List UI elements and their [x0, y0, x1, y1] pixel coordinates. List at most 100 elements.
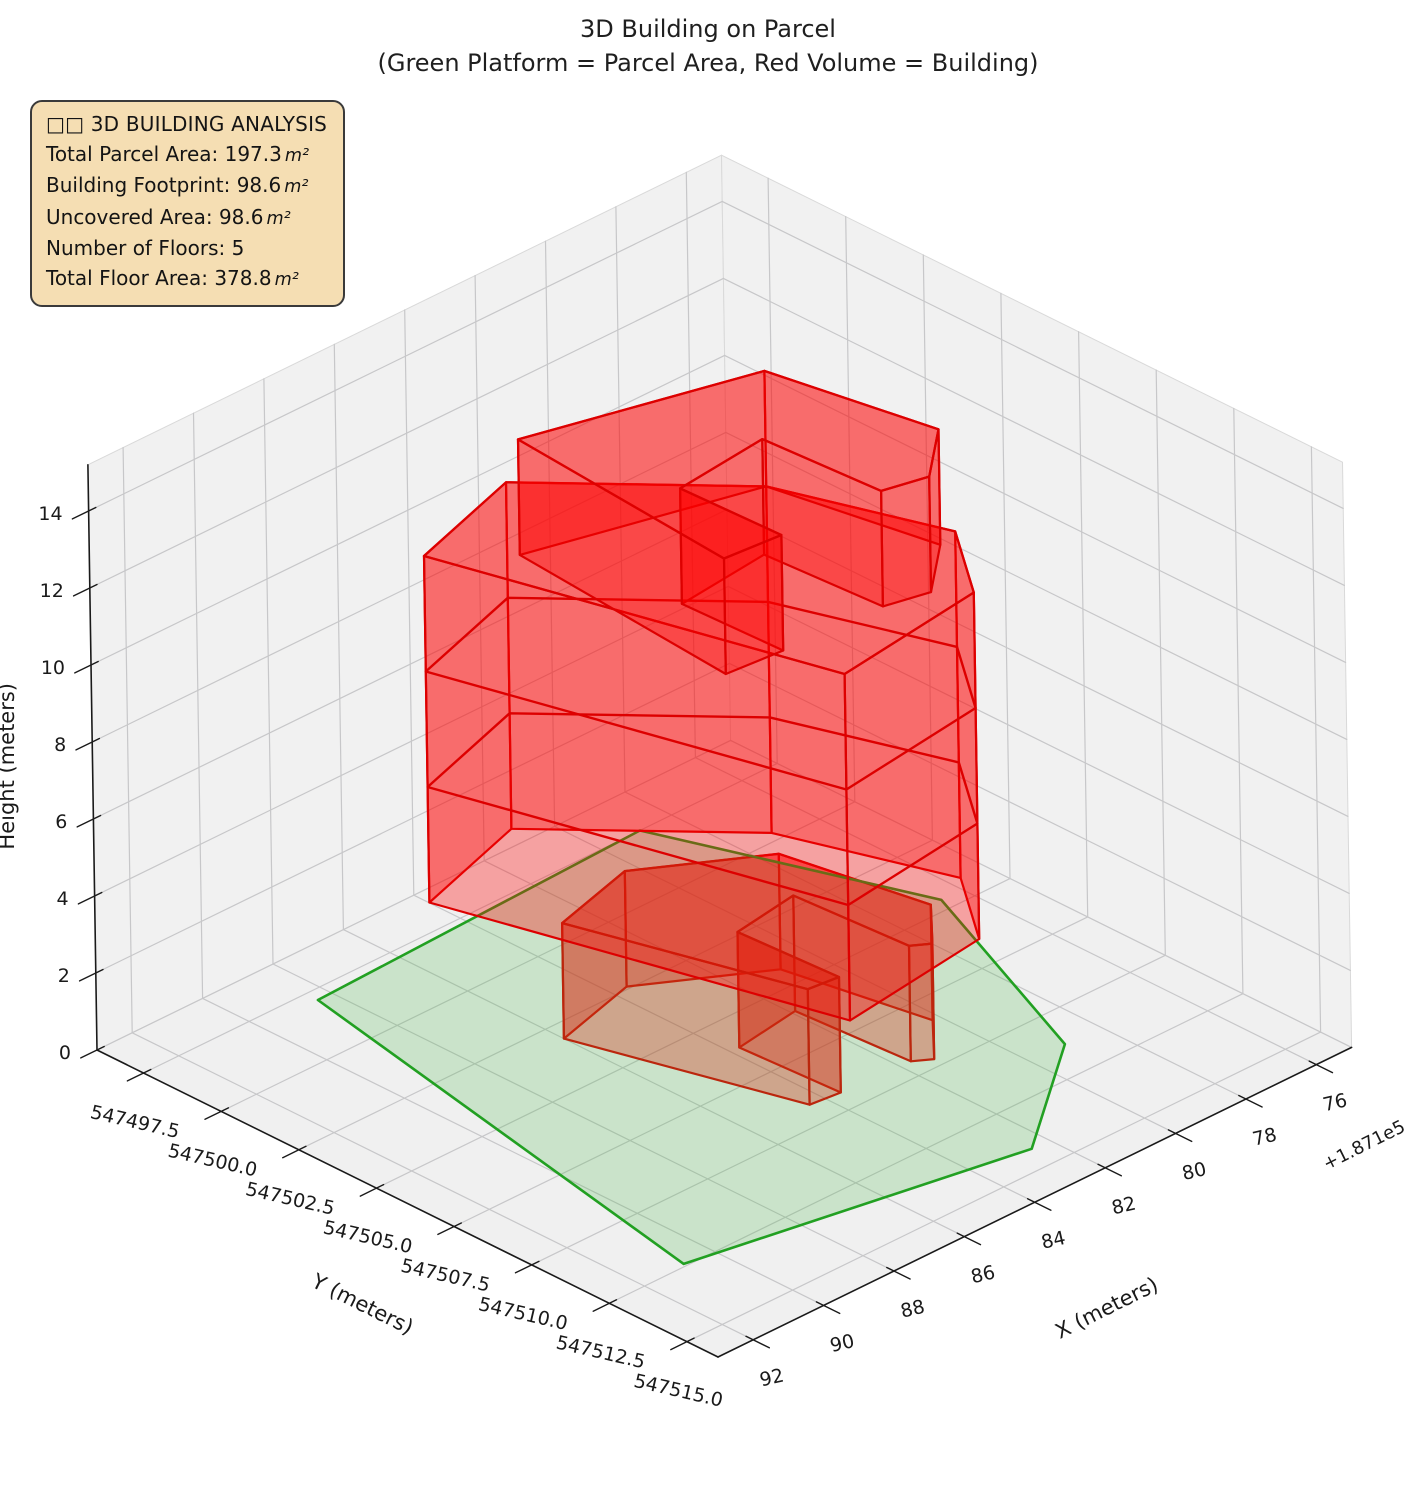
info-row-value: 98.6	[218, 204, 264, 229]
info-row-unit: m²	[274, 269, 299, 290]
x-tick-label: 76	[1321, 1089, 1350, 1116]
grid-line-y-wall	[1077, 331, 1089, 918]
y-tick-label: 547502.5	[244, 1178, 337, 1220]
info-row-label: Total Parcel Area:	[46, 141, 225, 166]
grid-line-z-left	[87, 200, 723, 512]
grid-line-x-floor	[413, 894, 1036, 1203]
floors-2-4-main-floor-line	[426, 712, 979, 907]
floors-2-4-main-floor-line	[424, 596, 977, 791]
grid-line-x-wall	[122, 447, 133, 1034]
grid-line-y-wall	[1233, 407, 1244, 995]
info-row: Total Parcel Area: 197.3 m²	[46, 140, 327, 172]
y-axis-label: Y (meters)	[307, 1269, 417, 1340]
building-analysis-info-box: □□ 3D BUILDING ANALYSIS Total Parcel Are…	[30, 100, 346, 307]
z-tick-mark	[71, 506, 97, 520]
grid-line-z-right	[722, 277, 1346, 587]
x-tick-label: 92	[758, 1365, 787, 1392]
y-tick-mark	[670, 1337, 695, 1351]
z-tick-label: 8	[54, 734, 66, 756]
z-tick-mark	[75, 737, 101, 751]
figure-title-line2: (Green Platform = Parcel Area, Red Volum…	[377, 49, 1039, 77]
figure-title-line1: 3D Building on Parcel	[580, 15, 836, 43]
z-tick-mark	[78, 968, 104, 982]
z-tick-label: 4	[57, 888, 69, 910]
grid-line-z-right	[729, 739, 1353, 1049]
x-tick-label: 88	[898, 1296, 927, 1323]
z-tick-label: 14	[38, 503, 62, 525]
info-row-value: 5	[231, 236, 245, 260]
x-tick-label: 78	[1250, 1124, 1279, 1151]
grid-line-y-wall	[845, 216, 856, 803]
grid-line-z-right	[721, 200, 1344, 509]
figure-title: 3D Building on Parcel (Green Platform = …	[0, 12, 1416, 80]
info-row: Total Floor Area: 378.8 m²	[46, 264, 327, 296]
floor-5-top-roof	[516, 369, 940, 560]
x-tick-mark	[956, 1232, 982, 1246]
z-tick-mark	[72, 583, 98, 597]
y-tick-mark	[437, 1222, 462, 1236]
x-tick-mark	[1026, 1197, 1052, 1211]
y-tick-mark	[126, 1068, 152, 1082]
grid-line-x-floor	[553, 825, 1177, 1135]
floor-5-top-wall	[879, 475, 933, 608]
grid-line-y-wall	[922, 254, 934, 841]
grid-line-y-floor	[608, 993, 1244, 1304]
y-tick-label: 547515.0	[632, 1370, 725, 1412]
y-tick-label: 547510.0	[476, 1293, 569, 1335]
grid-line-z-left	[90, 354, 726, 666]
grid-line-x-floor	[342, 928, 966, 1238]
x-tick-label: 80	[1180, 1158, 1209, 1185]
info-row-value: 98.6	[236, 173, 282, 197]
z-tick-label: 10	[41, 657, 65, 679]
x-tick-label: 86	[969, 1261, 998, 1288]
axis-line-z	[87, 463, 98, 1051]
grid-line-z-left	[89, 277, 725, 589]
grid-line-x-wall	[333, 343, 344, 931]
x-tick-label: 84	[1039, 1227, 1068, 1254]
z-tick-mark	[80, 1045, 105, 1059]
y-tick-label: 547497.5	[88, 1101, 181, 1143]
x-tick-mark	[1308, 1060, 1334, 1074]
info-row: Number of Floors: 5	[46, 234, 327, 264]
grid-line-x-floor	[483, 860, 1106, 1169]
z-tick-label: 2	[58, 965, 70, 987]
info-row-label: Building Footprint:	[46, 173, 237, 197]
info-row-label: Total Floor Area:	[46, 265, 215, 290]
y-tick-mark	[204, 1107, 230, 1121]
x-axis-offset-text: +1.871e5	[1320, 1116, 1409, 1175]
x-axis-label: X (meters)	[1051, 1272, 1162, 1343]
y-tick-mark	[282, 1145, 307, 1159]
grid-line-x-wall	[685, 171, 697, 759]
x-tick-mark	[745, 1335, 770, 1349]
grid-line-z-left	[93, 585, 729, 897]
info-row-value: 378.8	[214, 265, 272, 290]
grid-line-y-floor	[143, 762, 778, 1074]
info-row-label: Uncovered Area:	[46, 204, 219, 229]
grid-line-z-right	[726, 508, 1349, 818]
floors-2-4-main-roof	[422, 481, 975, 676]
grid-line-x-wall	[474, 275, 485, 862]
z-tick-label: 0	[59, 1042, 71, 1064]
y-tick-mark	[514, 1260, 540, 1274]
grid-line-y-floor	[220, 801, 856, 1113]
info-row-unit: m²	[284, 145, 310, 166]
z-tick-mark	[77, 891, 103, 905]
grid-line-x-floor	[131, 1032, 754, 1341]
axis-line-y	[96, 1049, 719, 1358]
x-tick-mark	[1238, 1094, 1263, 1108]
x-tick-label: 82	[1110, 1193, 1139, 1220]
y-tick-label: 547512.5	[554, 1332, 647, 1374]
grid-line-y-wall	[1000, 292, 1011, 880]
info-row-unit: m²	[284, 177, 309, 197]
z-tick-label: 6	[55, 811, 67, 833]
grid-line-y-wall	[1155, 369, 1166, 956]
grid-line-x-floor	[202, 997, 825, 1307]
grid-line-x-floor	[694, 756, 1318, 1066]
x-tick-mark	[815, 1301, 841, 1315]
info-box-heading: □□ 3D BUILDING ANALYSIS	[46, 112, 328, 136]
grid-line-z-right	[727, 585, 1350, 895]
y-tick-mark	[359, 1183, 385, 1197]
x-tick-label: 90	[828, 1330, 857, 1357]
